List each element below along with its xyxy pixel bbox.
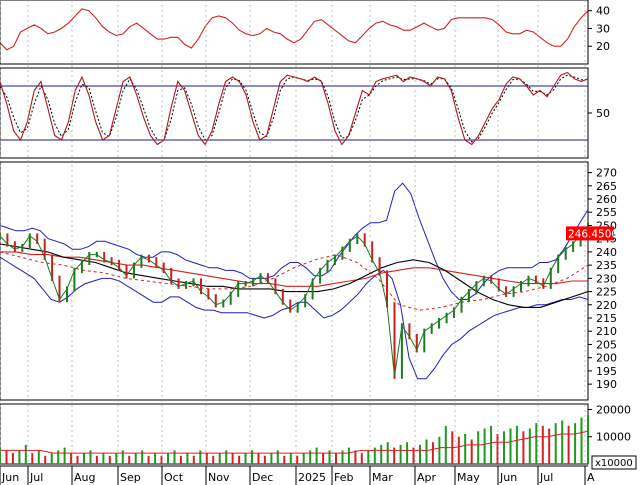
bollinger-lower-line	[0, 256, 589, 380]
x-tick-label: Nov	[208, 471, 230, 484]
x-tick-label: Aug	[74, 471, 95, 484]
x-axis: Jun Jul Aug Sep Oct Nov Dec 2025 Feb Mar Apr May Jun…	[0, 0, 595, 485]
adx-panel: 20 30 40	[0, 0, 610, 65]
price-tick-label: 225	[596, 286, 617, 299]
ma-black-line	[0, 243, 589, 308]
volume-unit-box	[591, 455, 637, 470]
price-tick-label: 205	[596, 338, 617, 351]
x-tick-label: Dec	[252, 471, 273, 484]
x-tick-label: May	[457, 471, 480, 484]
ma-red-line	[0, 251, 588, 287]
price-tick-label: 215	[596, 312, 617, 325]
x-tick-label: Sep	[120, 471, 141, 484]
x-tick-label: Jul	[29, 471, 43, 484]
x-tick-label: 2025	[298, 471, 326, 484]
price-tick-label: 235	[596, 259, 617, 272]
stochastic-panel: 50	[0, 67, 610, 159]
x-tick-label: Mar	[372, 471, 393, 484]
volume-average-line	[0, 430, 589, 454]
price-tick-label: 190	[596, 378, 617, 391]
price-tick-label: 270	[596, 167, 617, 180]
x-tick-label: Jul	[539, 471, 553, 484]
price-tick-label: 265	[596, 180, 617, 193]
vol-tick-label: 20000	[596, 403, 631, 416]
x-tick-label: Jun	[499, 471, 517, 484]
x-tick-label: Jun	[1, 471, 19, 484]
adx-tick-label: 20	[596, 40, 610, 53]
price-tick-label: 220	[596, 299, 617, 312]
volume-panel: 10000 20000 x10000	[0, 403, 637, 470]
ma-dashed-line	[0, 251, 589, 311]
adx-tick-label: 30	[596, 22, 610, 35]
stoch-tick-label: 50	[596, 107, 610, 120]
x-tick-label: Oct	[164, 471, 184, 484]
price-tick-label: 210	[596, 325, 617, 338]
price-panel: 1901952002052102152202252302352402452502…	[0, 161, 618, 401]
x-tick-label: A	[587, 471, 595, 484]
price-tick-label: 255	[596, 206, 617, 219]
adx-line	[0, 8, 589, 51]
adx-tick-label: 40	[596, 5, 610, 18]
last-price-label: 246.4500	[568, 228, 618, 240]
volume-unit-label: x10000	[595, 458, 633, 469]
price-tick-label: 200	[596, 352, 617, 365]
x-tick-label: Feb	[334, 471, 353, 484]
bollinger-upper-line	[0, 182, 589, 300]
x-tick-label: Apr	[417, 471, 437, 484]
price-tick-label: 260	[596, 193, 617, 206]
stoch-k-line	[0, 71, 589, 146]
price-tick-label: 240	[596, 246, 617, 259]
price-tick-label: 195	[596, 365, 617, 378]
last-price-label-bg	[566, 226, 614, 241]
price-close-line	[0, 225, 589, 377]
price-tick-label: 230	[596, 272, 617, 285]
vol-tick-label: 10000	[596, 431, 631, 444]
